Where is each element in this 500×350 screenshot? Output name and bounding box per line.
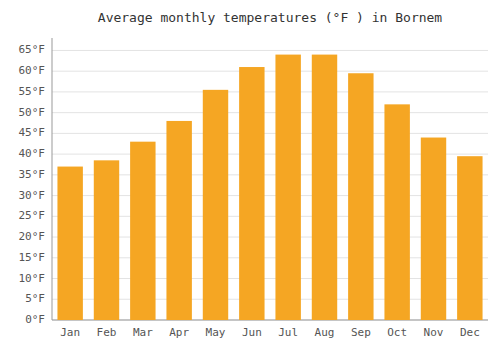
- bar: [166, 121, 191, 320]
- y-tick-label: 25°F: [19, 209, 46, 222]
- x-tick-label: Sep: [351, 326, 371, 339]
- x-tick-label: Feb: [97, 326, 117, 339]
- x-tick-label: Jun: [242, 326, 262, 339]
- y-tick-label: 45°F: [19, 126, 46, 139]
- y-tick-label: 60°F: [19, 64, 46, 77]
- y-axis: 0°F 5°F 10°F 15°F 20°F 25°F 30°F 35°F 40°F 45°F 50…: [19, 38, 489, 326]
- bars: [57, 55, 482, 320]
- bar: [203, 90, 228, 320]
- y-tick-label: 10°F: [19, 272, 46, 285]
- y-tick-label: 55°F: [19, 85, 46, 98]
- x-tick-label: Jul: [278, 326, 298, 339]
- y-tick-label: 50°F: [19, 106, 46, 119]
- bar: [457, 156, 482, 320]
- bar: [348, 73, 373, 320]
- bar: [275, 55, 300, 320]
- grid-line: [52, 71, 488, 72]
- y-tick-label: 65°F: [19, 43, 46, 56]
- bar: [312, 55, 337, 320]
- bar: [239, 67, 264, 320]
- bar: [94, 160, 119, 320]
- x-tick-label: Mar: [133, 326, 153, 339]
- x-tick-label: Jan: [60, 326, 80, 339]
- y-tick-label: 0°F: [25, 313, 45, 326]
- grid-line: [52, 50, 488, 51]
- bar: [421, 138, 446, 320]
- chart-container: 0°F 5°F 10°F 15°F 20°F 25°F 30°F 35°F 40°F 45°F 50…: [0, 0, 500, 350]
- bar: [130, 142, 155, 320]
- grid: [52, 50, 488, 320]
- x-tick-label: May: [206, 326, 226, 339]
- bar: [384, 104, 409, 320]
- chart: 0°F 5°F 10°F 15°F 20°F 25°F 30°F 35°F 40°F 45°F 50…: [0, 0, 500, 350]
- y-tick-label: 20°F: [19, 230, 46, 243]
- y-tick-label: 15°F: [19, 251, 46, 264]
- y-tick-label: 5°F: [25, 292, 45, 305]
- x-tick-label: Dec: [460, 326, 480, 339]
- grid-line: [52, 133, 488, 134]
- grid-line: [52, 112, 488, 113]
- grid-line: [52, 91, 488, 92]
- x-axis: Jan Feb Mar Apr May Jun Jul Aug Sep Oct Nov Dec: [60, 326, 480, 339]
- bar: [57, 167, 82, 320]
- y-tick-label: 35°F: [19, 168, 46, 181]
- y-tick-label: 30°F: [19, 189, 46, 202]
- y-tick-label: 40°F: [19, 147, 46, 160]
- x-tick-label: Oct: [387, 326, 407, 339]
- x-tick-label: Apr: [169, 326, 189, 339]
- title: Average monthly temperatures (°F ) in Bo…: [98, 10, 443, 25]
- x-tick-label: Nov: [424, 326, 444, 339]
- y-axis-line: [52, 38, 53, 320]
- x-tick-label: Aug: [315, 326, 335, 339]
